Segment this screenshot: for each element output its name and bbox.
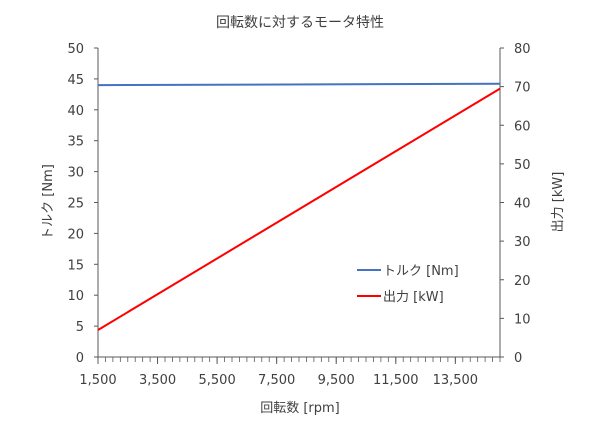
x-tick-label: 11,500: [373, 373, 419, 388]
x-axis-tick-labels: 1,500 3,500 5,500 7,500 9,500 11,500 13,500: [79, 373, 478, 388]
y-tick-label: 45: [67, 73, 84, 88]
x-tick-label: 7,500: [258, 373, 295, 388]
y2-tick-label: 80: [514, 42, 531, 57]
y2-tick-label: 10: [514, 312, 531, 327]
y-tick-label: 35: [67, 135, 84, 150]
y2-tick-label: 70: [514, 81, 531, 96]
y-tick-label: 25: [67, 197, 84, 212]
y-tick-label: 50: [67, 42, 84, 57]
series-lines: [97, 82, 501, 331]
x-tick-label: 3,500: [139, 373, 176, 388]
x-tick-label: 13,500: [433, 373, 479, 388]
y-tick-label: 40: [67, 104, 84, 119]
x-tick-label: 9,500: [318, 373, 355, 388]
y-tick-label: 10: [67, 289, 84, 304]
left-axis-tick-labels: 0 5 10 15 20 25 30 35 40 45 50: [67, 42, 84, 366]
series-line-power: [97, 87, 501, 331]
y2-tick-label: 0: [514, 351, 522, 366]
y2-tick-label: 20: [514, 274, 531, 289]
y2-axis-label: 出力 [kW]: [551, 172, 566, 233]
legend: トルク [Nm] 出力 [kW]: [357, 264, 459, 305]
y-tick-label: 20: [67, 227, 84, 242]
chart-axes: [94, 47, 504, 364]
legend-label: トルク [Nm]: [383, 264, 459, 279]
chart-title: 回転数に対するモータ特性: [216, 15, 384, 31]
y-axis-label: トルク [Nm]: [41, 164, 56, 240]
x-axis-label: 回転数 [rpm]: [260, 401, 340, 416]
x-tick-label: 5,500: [199, 373, 236, 388]
y2-tick-label: 50: [514, 158, 531, 173]
series-line-torque: [97, 82, 501, 87]
y2-tick-label: 30: [514, 235, 531, 250]
right-axis-tick-labels: 0 10 20 30 40 50 60 70 80: [514, 42, 531, 366]
y-tick-label: 5: [76, 320, 84, 335]
y-tick-label: 0: [76, 351, 84, 366]
y2-tick-label: 60: [514, 119, 531, 134]
y-tick-label: 30: [67, 166, 84, 181]
legend-label: 出力 [kW]: [383, 290, 444, 305]
y-tick-label: 15: [67, 258, 84, 273]
x-tick-label: 1,500: [79, 373, 116, 388]
y2-tick-label: 40: [514, 197, 531, 212]
